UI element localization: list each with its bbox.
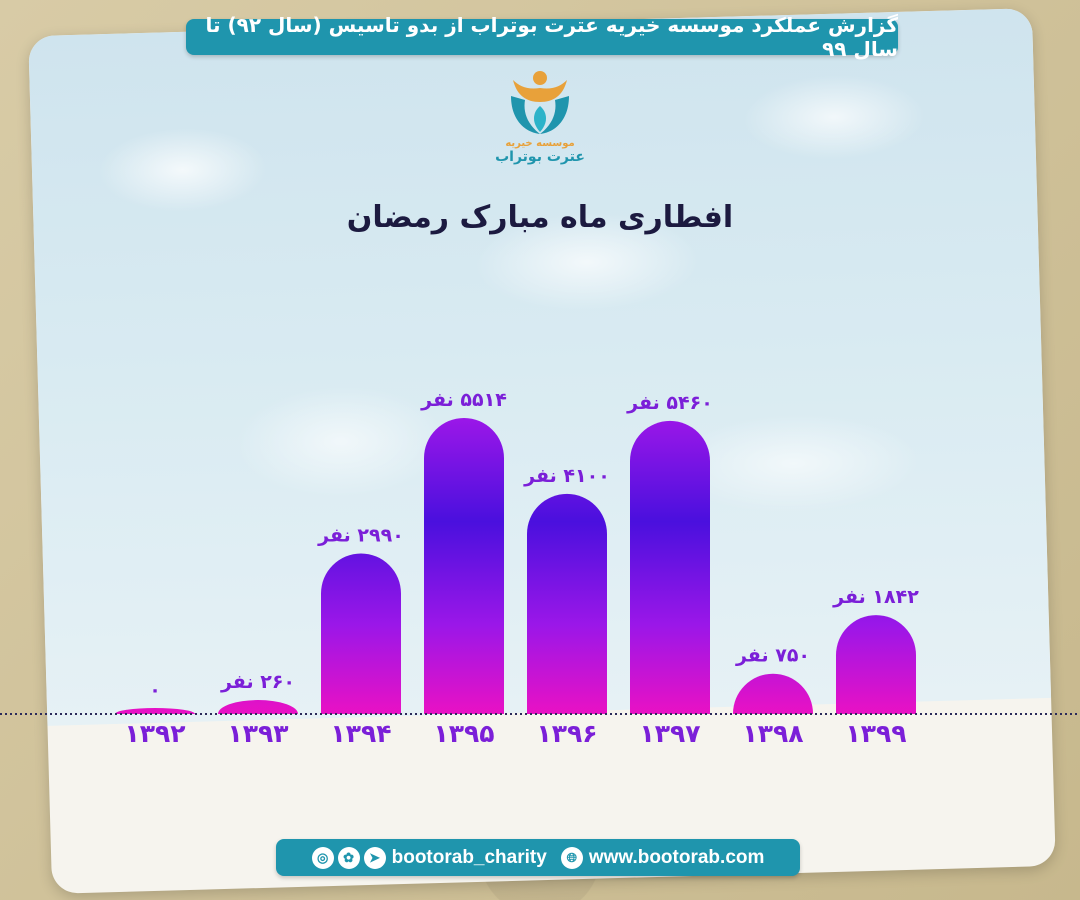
value-label-۱۳۹۹: ۱۸۴۲ نفر xyxy=(832,586,919,608)
bar-۱۳۹۵ xyxy=(424,418,504,714)
telegram-icon[interactable]: ➤ xyxy=(363,846,386,869)
logo-name: عترت بوتراب xyxy=(495,149,585,165)
logo-subtext: موسسه خیریه xyxy=(505,138,575,149)
website-text[interactable]: www.bootorab.com xyxy=(588,846,765,868)
charity-logo-icon xyxy=(511,71,569,134)
value-label-۱۳۹۸: ۷۵۰ نفر xyxy=(735,645,810,667)
category-label-۱۳۹۸: ۱۳۹۸ xyxy=(742,719,803,748)
bar-۱۳۹۸ xyxy=(733,673,813,714)
eitaa-icon[interactable]: ✿ xyxy=(337,846,360,869)
category-label-۱۳۹۳: ۱۳۹۳ xyxy=(227,719,288,748)
bar-۱۳۹۳ xyxy=(218,700,298,714)
footer-bar: ◎ ✿ ➤ bootorab_charity 🌐︎ www.bootorab.c… xyxy=(276,839,800,876)
value-label-۱۳۹۳: ۲۶۰ نفر xyxy=(220,671,295,693)
bar-۱۳۹۹ xyxy=(836,615,916,714)
bar-۱۳۹۷ xyxy=(630,420,710,714)
category-label-۱۳۹۴: ۱۳۹۴ xyxy=(330,719,391,748)
social-icons: ◎ ✿ ➤ xyxy=(311,846,386,869)
category-label-۱۳۹۶: ۱۳۹۶ xyxy=(536,719,597,748)
category-label-۱۳۹۲: ۱۳۹۲ xyxy=(124,719,185,748)
bar-۱۳۹۶ xyxy=(527,493,607,714)
value-label-۱۳۹۴: ۲۹۹۰ نفر xyxy=(317,524,404,546)
social-handle-text[interactable]: bootorab_charity xyxy=(391,846,547,868)
labels-layer: ۰ ۱۳۹۲ ۲۶۰ نفر ۱۳۹۳ ۲۹۹۰ نفر ۱۳۹۴ ۵۵۱۴ نفر ۱۳۹۵… xyxy=(124,389,919,748)
report-header: گزارش عملکرد موسسه خیریه عترت بوتراب از … xyxy=(186,13,898,61)
bar-۱۳۹۲ xyxy=(115,708,195,714)
bar-۱۳۹۴ xyxy=(321,553,401,714)
category-label-۱۳۹۵: ۱۳۹۵ xyxy=(433,719,494,748)
website-link[interactable]: 🌐︎ www.bootorab.com xyxy=(560,846,765,869)
globe-icon: 🌐︎ xyxy=(560,846,583,869)
value-label-۱۳۹۷: ۵۴۶۰ نفر xyxy=(626,392,713,414)
social-handle[interactable]: ◎ ✿ ➤ bootorab_charity xyxy=(311,846,547,869)
category-label-۱۳۹۹: ۱۳۹۹ xyxy=(845,719,906,748)
chart-title: افطاری ماه مبارک رمضان xyxy=(346,200,734,235)
report-title: گزارش عملکرد موسسه خیریه عترت بوتراب از … xyxy=(205,13,899,61)
value-label-۱۳۹۵: ۵۵۱۴ نفر xyxy=(420,389,507,411)
category-label-۱۳۹۷: ۱۳۹۷ xyxy=(639,719,700,748)
value-label-۱۳۹۲: ۰ xyxy=(149,679,161,701)
logo-text: موسسه خیریه عترت بوتراب xyxy=(470,138,610,165)
bars-layer xyxy=(115,418,916,714)
instagram-icon[interactable]: ◎ xyxy=(311,846,334,869)
value-label-۱۳۹۶: ۴۱۰۰ نفر xyxy=(523,465,610,487)
